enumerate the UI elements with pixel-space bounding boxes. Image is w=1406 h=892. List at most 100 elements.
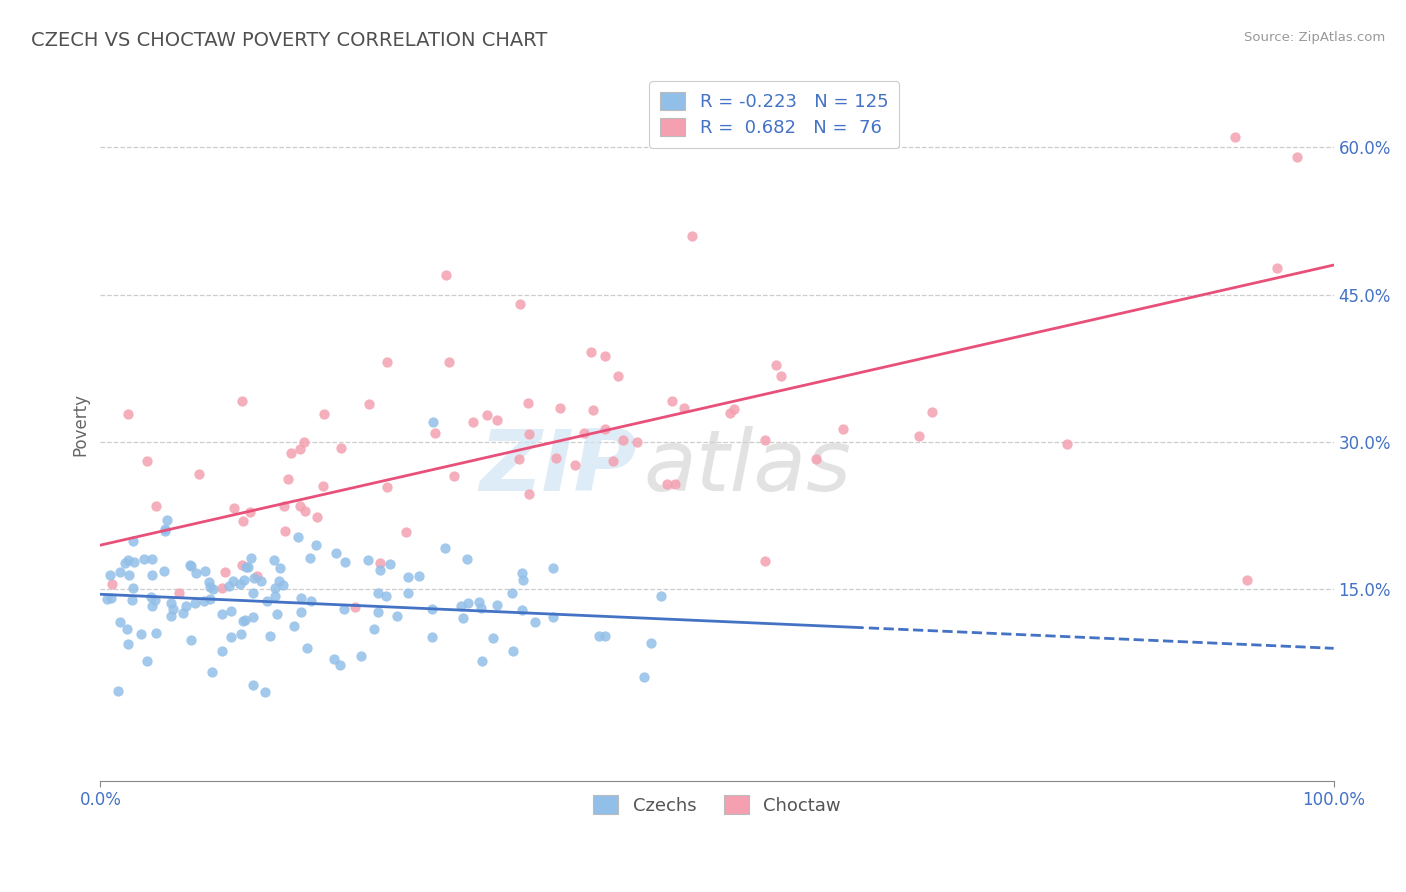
Point — [222, 574, 245, 588]
Text: Source: ZipAtlas.com: Source: ZipAtlas.com — [1244, 31, 1385, 45]
Point — [141, 552, 163, 566]
Point — [156, 513, 179, 527]
Point — [681, 228, 703, 243]
Point — [375, 355, 398, 369]
Point — [271, 577, 294, 591]
Point — [363, 622, 385, 636]
Point — [524, 615, 547, 629]
Point — [754, 554, 776, 568]
Point — [273, 499, 295, 513]
Point — [486, 412, 509, 426]
Point — [516, 395, 538, 409]
Point — [437, 355, 460, 369]
Point — [368, 557, 391, 571]
Point — [263, 553, 285, 567]
Point — [420, 601, 443, 615]
Point — [485, 598, 508, 612]
Point — [232, 514, 254, 528]
Point — [450, 599, 472, 614]
Point — [232, 614, 254, 628]
Point — [129, 627, 152, 641]
Point — [633, 670, 655, 684]
Point — [574, 425, 596, 440]
Point — [433, 541, 456, 555]
Point — [1056, 437, 1078, 451]
Point — [718, 406, 741, 420]
Point — [211, 644, 233, 658]
Point — [115, 622, 138, 636]
Point — [98, 568, 121, 582]
Point — [121, 581, 143, 595]
Point — [218, 579, 240, 593]
Point — [420, 630, 443, 644]
Point — [299, 594, 322, 608]
Point — [110, 565, 132, 579]
Point — [214, 565, 236, 579]
Point — [229, 577, 252, 591]
Point — [1236, 573, 1258, 587]
Point — [374, 589, 396, 603]
Point — [375, 480, 398, 494]
Point — [256, 594, 278, 608]
Point — [264, 581, 287, 595]
Point — [266, 607, 288, 621]
Point — [650, 589, 672, 603]
Point — [463, 415, 485, 429]
Point — [242, 610, 264, 624]
Point — [394, 524, 416, 539]
Point — [546, 450, 568, 465]
Point — [288, 442, 311, 456]
Point — [456, 552, 478, 566]
Point — [117, 407, 139, 421]
Point — [121, 593, 143, 607]
Point — [143, 593, 166, 607]
Point — [765, 358, 787, 372]
Point — [471, 654, 494, 668]
Point — [242, 585, 264, 599]
Point — [509, 297, 531, 311]
Point — [280, 446, 302, 460]
Point — [200, 592, 222, 607]
Point — [468, 595, 491, 609]
Point — [451, 611, 474, 625]
Point — [672, 401, 695, 415]
Point — [201, 665, 224, 680]
Point — [1265, 261, 1288, 276]
Point — [231, 394, 253, 409]
Point — [117, 553, 139, 567]
Point — [612, 433, 634, 447]
Point — [172, 607, 194, 621]
Point — [517, 427, 540, 442]
Point — [211, 607, 233, 621]
Point — [357, 553, 380, 567]
Point — [314, 407, 336, 421]
Point — [367, 586, 389, 600]
Point — [443, 468, 465, 483]
Point — [305, 538, 328, 552]
Point — [200, 580, 222, 594]
Point — [1223, 130, 1246, 145]
Point — [640, 636, 662, 650]
Point — [294, 504, 316, 518]
Point — [141, 591, 163, 605]
Point — [770, 368, 793, 383]
Point — [396, 585, 419, 599]
Point — [607, 368, 630, 383]
Point — [233, 613, 256, 627]
Point — [264, 590, 287, 604]
Point — [329, 658, 352, 673]
Point — [238, 505, 260, 519]
Point — [290, 605, 312, 619]
Point — [188, 467, 211, 481]
Point — [269, 561, 291, 575]
Point — [287, 530, 309, 544]
Point — [368, 563, 391, 577]
Point — [305, 510, 328, 524]
Point — [921, 404, 943, 418]
Point — [229, 627, 252, 641]
Point — [136, 654, 159, 668]
Point — [517, 487, 540, 501]
Point — [510, 603, 533, 617]
Point — [134, 552, 156, 566]
Point — [180, 559, 202, 574]
